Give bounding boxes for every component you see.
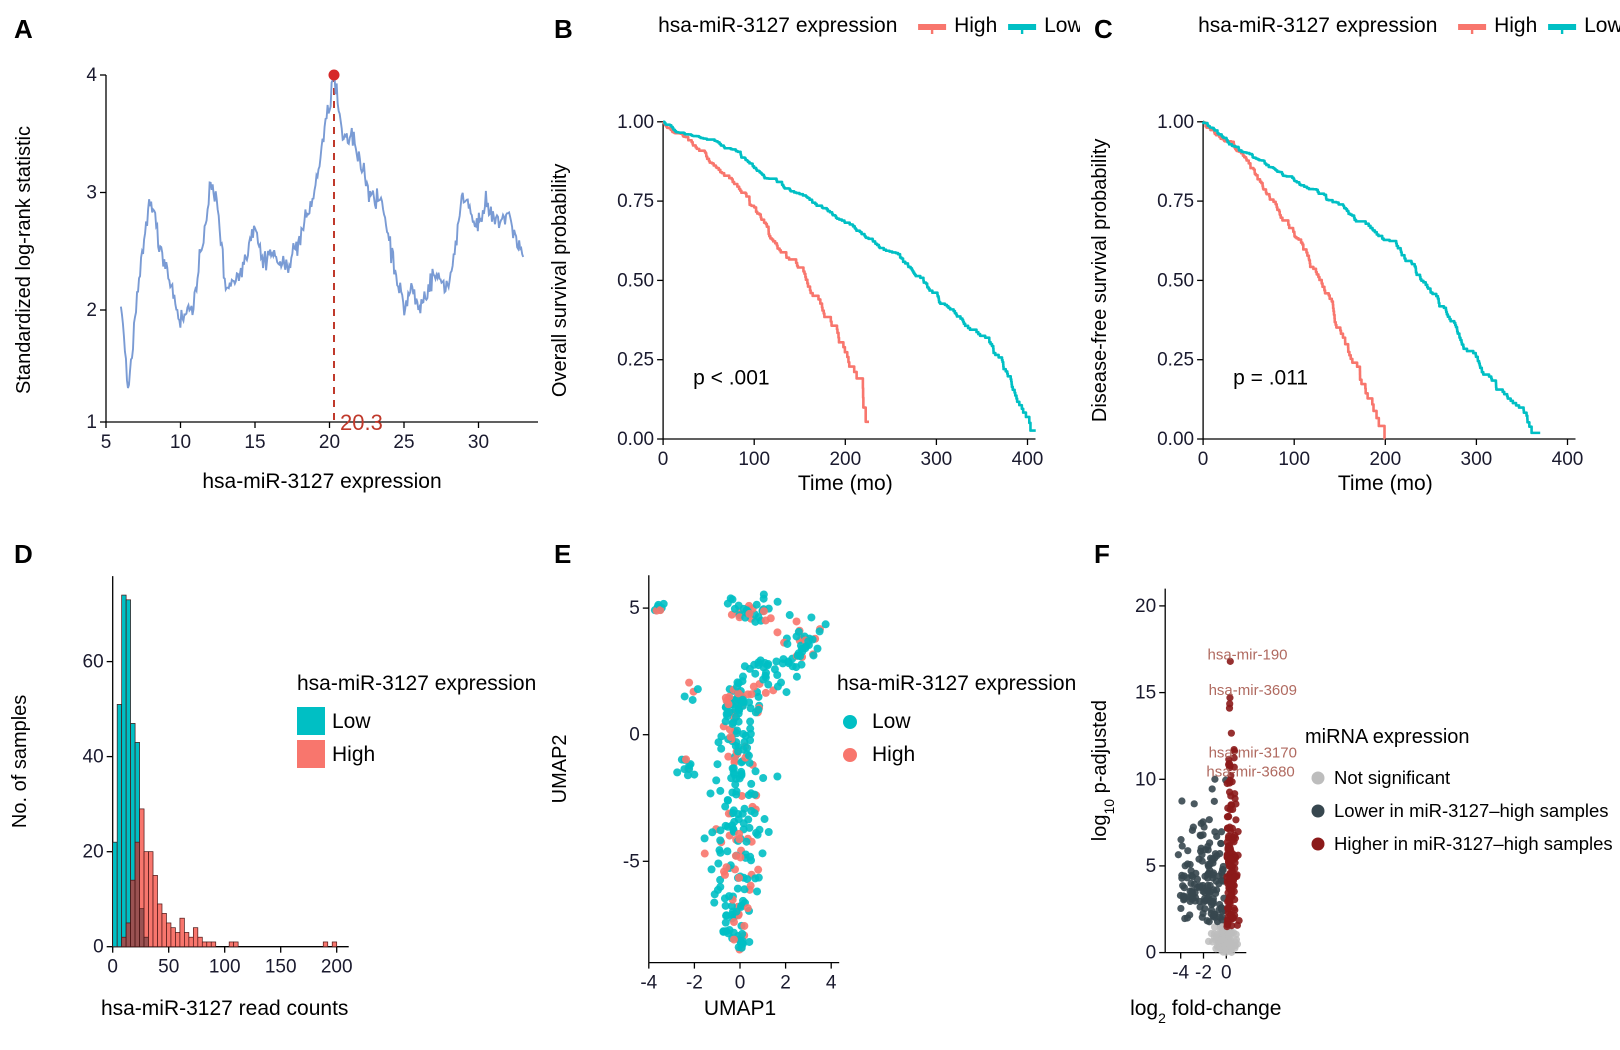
svg-text:4: 4 bbox=[86, 65, 97, 86]
svg-text:Low: Low bbox=[872, 710, 911, 733]
svg-text:-4: -4 bbox=[1172, 963, 1189, 984]
svg-text:Higher in miR-3127–high sample: Higher in miR-3127–high samples bbox=[1334, 833, 1613, 854]
svg-text:0.25: 0.25 bbox=[617, 350, 654, 371]
svg-text:5: 5 bbox=[101, 432, 112, 453]
svg-text:0.50: 0.50 bbox=[1157, 270, 1194, 291]
svg-text:0: 0 bbox=[1198, 449, 1209, 470]
svg-text:0.50: 0.50 bbox=[617, 270, 654, 291]
svg-text:hsa-miR-3127 expression: hsa-miR-3127 expression bbox=[1198, 14, 1437, 37]
svg-text:2: 2 bbox=[780, 973, 791, 994]
svg-text:Not significant: Not significant bbox=[1334, 767, 1450, 788]
svg-text:20.3: 20.3 bbox=[340, 410, 383, 435]
svg-text:15: 15 bbox=[1135, 683, 1156, 704]
svg-text:hsa-mir-190: hsa-mir-190 bbox=[1208, 647, 1288, 664]
svg-text:2: 2 bbox=[86, 300, 97, 321]
svg-text:20: 20 bbox=[1135, 596, 1156, 617]
svg-text:miRNA expression: miRNA expression bbox=[1305, 726, 1470, 748]
svg-text:0: 0 bbox=[629, 725, 640, 746]
svg-text:20: 20 bbox=[83, 842, 104, 863]
svg-text:log10 p-adjusted: log10 p-adjusted bbox=[1089, 700, 1117, 841]
svg-text:0: 0 bbox=[1146, 943, 1157, 964]
svg-text:200: 200 bbox=[829, 449, 861, 470]
svg-text:Lower in miR-3127–high samples: Lower in miR-3127–high samples bbox=[1334, 800, 1609, 821]
svg-text:300: 300 bbox=[1461, 449, 1493, 470]
svg-text:300: 300 bbox=[921, 449, 953, 470]
svg-text:High: High bbox=[332, 743, 375, 766]
svg-text:40: 40 bbox=[83, 747, 104, 768]
svg-text:-4: -4 bbox=[640, 973, 657, 994]
svg-text:1: 1 bbox=[86, 412, 97, 433]
svg-text:60: 60 bbox=[83, 652, 104, 673]
svg-text:0.00: 0.00 bbox=[1157, 429, 1194, 450]
svg-text:High: High bbox=[954, 14, 997, 37]
svg-text:10: 10 bbox=[1135, 769, 1156, 790]
svg-text:UMAP1: UMAP1 bbox=[704, 997, 776, 1020]
svg-text:0.75: 0.75 bbox=[617, 191, 654, 212]
svg-text:3: 3 bbox=[86, 183, 97, 204]
svg-text:Low: Low bbox=[1584, 14, 1620, 37]
svg-text:hsa-mir-3170: hsa-mir-3170 bbox=[1209, 745, 1297, 762]
svg-text:Overall survival probability: Overall survival probability bbox=[549, 164, 571, 397]
svg-text:-5: -5 bbox=[623, 851, 640, 872]
svg-text:200: 200 bbox=[321, 957, 353, 978]
svg-text:hsa-miR-3127 read counts: hsa-miR-3127 read counts bbox=[101, 997, 348, 1020]
svg-text:30: 30 bbox=[468, 432, 489, 453]
svg-text:High: High bbox=[872, 743, 915, 766]
svg-text:400: 400 bbox=[1552, 449, 1584, 470]
svg-text:0.25: 0.25 bbox=[1157, 350, 1194, 371]
svg-text:Disease-free survival probabil: Disease-free survival probability bbox=[1089, 139, 1111, 422]
svg-text:0: 0 bbox=[93, 937, 104, 958]
svg-text:-2: -2 bbox=[1195, 963, 1212, 984]
svg-text:10: 10 bbox=[170, 432, 191, 453]
svg-text:UMAP2: UMAP2 bbox=[549, 734, 571, 803]
svg-text:5: 5 bbox=[1146, 856, 1157, 877]
svg-text:25: 25 bbox=[393, 432, 414, 453]
svg-text:1.00: 1.00 bbox=[1157, 112, 1194, 133]
svg-text:400: 400 bbox=[1012, 449, 1044, 470]
svg-text:p = .011: p = .011 bbox=[1233, 367, 1308, 390]
svg-text:0: 0 bbox=[735, 973, 746, 994]
svg-text:p < .001: p < .001 bbox=[693, 367, 769, 390]
svg-text:hsa-miR-3127 expression: hsa-miR-3127 expression bbox=[297, 672, 536, 695]
svg-text:hsa-miR-3127 expression: hsa-miR-3127 expression bbox=[837, 672, 1076, 695]
svg-text:1.00: 1.00 bbox=[617, 112, 654, 133]
svg-text:0: 0 bbox=[658, 449, 669, 470]
svg-text:0.75: 0.75 bbox=[1157, 191, 1194, 212]
svg-text:200: 200 bbox=[1369, 449, 1401, 470]
svg-text:Low: Low bbox=[332, 710, 371, 733]
svg-text:100: 100 bbox=[1278, 449, 1310, 470]
svg-text:-2: -2 bbox=[686, 973, 703, 994]
svg-text:0.00: 0.00 bbox=[617, 429, 654, 450]
svg-text:hsa-mir-3609: hsa-mir-3609 bbox=[1209, 682, 1297, 699]
svg-text:Time (mo): Time (mo) bbox=[798, 472, 893, 495]
svg-text:log2 fold-change: log2 fold-change bbox=[1130, 997, 1281, 1026]
svg-text:15: 15 bbox=[244, 432, 265, 453]
svg-text:High: High bbox=[1494, 14, 1537, 37]
svg-text:0: 0 bbox=[1221, 963, 1232, 984]
svg-text:20: 20 bbox=[319, 432, 340, 453]
svg-text:Time (mo): Time (mo) bbox=[1338, 472, 1433, 495]
svg-text:No. of samples: No. of samples bbox=[9, 695, 31, 828]
svg-text:4: 4 bbox=[826, 973, 837, 994]
svg-text:hsa-mir-3680: hsa-mir-3680 bbox=[1206, 764, 1294, 781]
svg-text:0: 0 bbox=[107, 957, 118, 978]
svg-text:hsa-miR-3127 expression: hsa-miR-3127 expression bbox=[658, 14, 897, 37]
svg-text:Low: Low bbox=[1044, 14, 1080, 37]
svg-text:5: 5 bbox=[629, 598, 640, 619]
svg-text:Standardized log-rank statisti: Standardized log-rank statistic bbox=[13, 126, 35, 394]
svg-text:100: 100 bbox=[209, 957, 241, 978]
svg-text:50: 50 bbox=[158, 957, 179, 978]
svg-text:hsa-miR-3127 expression: hsa-miR-3127 expression bbox=[202, 470, 441, 493]
svg-text:150: 150 bbox=[265, 957, 297, 978]
svg-text:100: 100 bbox=[738, 449, 770, 470]
